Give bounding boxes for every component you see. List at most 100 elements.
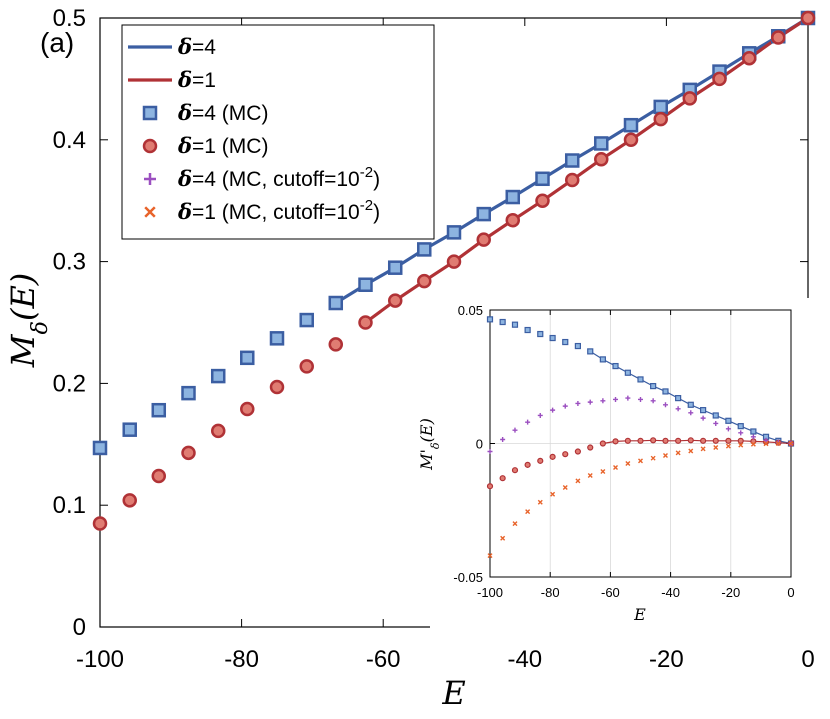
main-point-square [328, 295, 344, 311]
inset-point-plus [738, 430, 744, 436]
inset-point-plus [750, 434, 756, 440]
inset-point-cross [487, 553, 493, 559]
inset-point-circle [549, 453, 556, 460]
inset-point-plus [638, 396, 643, 402]
inset-point-cross [550, 491, 556, 497]
legend-label: δ=1 (MC, cutoff=10-2) [177, 197, 380, 224]
inset-point-plus [688, 410, 694, 416]
legend: δ=4 δ=1 δ=4 (MC) δ=1 (MC) δ=4 (MC, cutoff=10… [121, 24, 435, 240]
inset-point-plus [675, 406, 681, 412]
inset-point-cross [575, 478, 581, 484]
main-y-tick-label: 0.3 [53, 249, 86, 276]
inset-point-circle [537, 457, 544, 464]
inset-point-square [737, 423, 744, 430]
inset-point-square [637, 376, 644, 383]
inset-point-circle [662, 437, 669, 444]
legend-label: δ=4 (MC) [177, 100, 268, 125]
main-y-tick-label: 0.2 [53, 370, 86, 397]
legend-entry-1-mc-cutoff-10: δ=1 (MC, cutoff=10-2) [144, 197, 380, 224]
inset-point-square [687, 401, 694, 408]
main-point-square [299, 312, 314, 328]
inset-point-plus [587, 399, 593, 405]
main-point-circle [623, 132, 639, 148]
main-point-circle [210, 423, 226, 439]
inset-point-plus [537, 412, 543, 418]
panel-label: (a) [40, 27, 74, 58]
inset-point-square [562, 338, 569, 346]
inset-point-circle [687, 437, 694, 444]
main-y-tick-label: 0.1 [53, 492, 86, 519]
inset-point-square [537, 330, 544, 338]
inset-x-tick-label: 0 [787, 585, 794, 600]
main-point-square [181, 385, 196, 401]
main-point-circle [476, 232, 491, 247]
main-point-square [653, 99, 668, 115]
main-point-square [446, 225, 462, 240]
inset-point-circle [499, 475, 506, 482]
main-line-1 [364, 16, 809, 324]
inset-point-circle [574, 448, 581, 455]
inset-point-square [511, 321, 519, 328]
legend-entry-4-mc-cutoff-10: δ=4 (MC, cutoff=10-2) [144, 164, 380, 191]
inset-point-square [599, 356, 606, 363]
inset-point-cross [600, 469, 606, 475]
legend-box [121, 24, 435, 240]
inset-point-square [750, 428, 757, 435]
inset-y-axis-label: M'δ(E) [417, 418, 442, 471]
inset-point-plus [550, 407, 556, 413]
inset-point-cross [788, 441, 794, 446]
main-point-square [122, 422, 137, 437]
main-point-square [151, 402, 167, 418]
main-point-square [387, 260, 403, 275]
inset-point-square [700, 407, 707, 414]
legend-entry-4-mc: δ=4 (MC) [142, 100, 268, 125]
main-point-circle [771, 30, 786, 45]
main-y-tick-label: 0.4 [53, 127, 86, 154]
inset-point-plus [713, 420, 719, 426]
legend-items: δ=4 δ=1 δ=4 (MC) δ=1 (MC) δ=4 (MC, cutoff=10… [128, 34, 380, 224]
main-point-circle [535, 193, 550, 208]
inset-point-plus [700, 415, 706, 421]
inset-point-square [612, 362, 619, 370]
inset-point-circle [511, 467, 519, 474]
main-x-tick-label: -40 [507, 646, 542, 673]
inset-point-plus [625, 395, 631, 401]
main-point-square [92, 440, 108, 456]
main-point-square [564, 153, 580, 168]
inset-point-circle [562, 451, 569, 458]
main-x-tick-label: -20 [649, 646, 684, 673]
inset-point-circle [587, 444, 594, 451]
inset-point-cross [675, 450, 681, 456]
inset-point-circle [486, 483, 494, 490]
inset-point-square [549, 334, 556, 342]
inset-x-axis-label: E [633, 605, 646, 624]
inset-chart: -100 -80 -60 -40 -20 0 -0.05 0 0.05 E M'δ(E) [417, 298, 815, 638]
inset-point-cross [512, 521, 518, 527]
inset-point-cross [713, 445, 719, 450]
inset-point-plus [575, 400, 581, 406]
inset-point-square [725, 417, 732, 424]
main-point-circle [151, 468, 167, 484]
main-point-circle [653, 111, 668, 127]
main-point-square [269, 331, 285, 346]
main-point-circle [358, 315, 373, 330]
inset-series-4-mc-cutoff-10-plus [487, 395, 794, 455]
inset-point-circle [712, 437, 719, 444]
main-point-circle [800, 10, 816, 26]
inset-point-cross [662, 453, 668, 459]
inset-x-tick-label: -40 [661, 585, 680, 600]
inset-series-1-line [602, 439, 792, 445]
inset-x-tick-label: -100 [477, 585, 503, 600]
inset-point-circle [599, 440, 606, 447]
main-point-square [417, 242, 432, 257]
legend-label: δ=1 [177, 67, 216, 92]
legend-swatch-circle [142, 138, 158, 154]
inset-point-circle [675, 437, 682, 444]
inset-point-plus [725, 426, 731, 432]
inset-point-circle [737, 437, 744, 444]
inset-point-plus [562, 403, 568, 409]
main-y-tick-label: 0.5 [53, 5, 86, 32]
inset-line-1 [602, 439, 792, 445]
inset-point-cross [587, 473, 593, 479]
